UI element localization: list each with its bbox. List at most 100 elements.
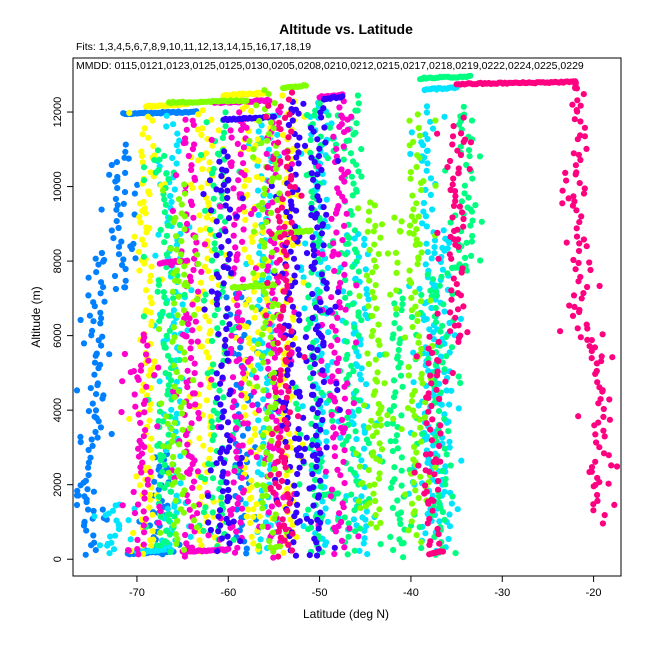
data-point <box>284 282 291 289</box>
y-axis-label: Altitude (m) <box>29 286 43 347</box>
data-point <box>235 442 242 449</box>
data-point <box>162 201 169 208</box>
data-point <box>235 309 242 316</box>
data-point <box>174 130 181 137</box>
data-point <box>415 124 422 132</box>
data-point <box>352 129 359 136</box>
data-point <box>344 551 351 558</box>
data-point <box>286 213 293 221</box>
data-point <box>365 466 372 474</box>
data-point <box>87 385 94 392</box>
data-point <box>102 512 109 519</box>
data-point <box>315 153 322 160</box>
data-point <box>144 476 151 483</box>
data-point <box>267 484 274 492</box>
data-point <box>328 342 335 349</box>
data-point <box>114 185 121 192</box>
data-point <box>184 367 191 374</box>
data-point <box>422 131 429 138</box>
data-point <box>220 394 227 401</box>
data-point <box>303 250 311 257</box>
data-point <box>324 223 331 230</box>
data-point <box>323 285 330 292</box>
data-point <box>346 234 353 241</box>
data-point <box>177 344 184 351</box>
data-point <box>178 201 185 208</box>
data-point <box>167 245 174 252</box>
data-point <box>218 494 225 501</box>
data-point <box>242 216 249 223</box>
data-point <box>281 537 288 544</box>
data-point <box>237 538 244 545</box>
data-point <box>302 82 309 89</box>
data-point <box>460 223 467 230</box>
data-point <box>384 250 391 257</box>
data-point <box>289 521 296 528</box>
data-point <box>427 451 434 458</box>
data-point <box>269 175 276 182</box>
data-point <box>321 124 328 131</box>
data-point <box>217 213 224 220</box>
data-point <box>168 406 175 413</box>
data-point <box>559 200 566 207</box>
data-point <box>398 454 405 461</box>
data-point <box>322 473 329 480</box>
data-point <box>181 291 188 298</box>
data-point <box>211 246 218 253</box>
data-point <box>339 237 346 244</box>
data-point <box>139 387 146 394</box>
data-point <box>286 439 293 446</box>
data-point <box>137 367 144 374</box>
data-point <box>407 150 414 158</box>
data-point <box>377 234 384 241</box>
data-point <box>135 501 142 508</box>
data-point <box>347 466 354 473</box>
data-point <box>262 113 270 120</box>
data-point <box>139 207 146 214</box>
data-point <box>405 372 412 379</box>
data-point <box>239 276 246 283</box>
data-point <box>147 272 154 279</box>
data-point <box>206 384 213 391</box>
data-point <box>419 380 426 387</box>
data-point <box>264 202 271 209</box>
data-point <box>330 248 337 255</box>
data-point <box>283 263 290 270</box>
data-point <box>106 550 113 557</box>
data-point <box>427 191 434 198</box>
data-point <box>208 418 215 425</box>
data-point <box>338 416 346 423</box>
data-point <box>118 238 125 245</box>
data-point <box>460 303 467 310</box>
data-point <box>140 400 148 407</box>
data-point <box>581 133 589 140</box>
data-point <box>378 221 386 228</box>
data-point <box>300 100 307 107</box>
data-point <box>238 169 245 176</box>
data-point <box>108 227 115 234</box>
data-point <box>172 233 180 240</box>
data-point <box>189 390 197 397</box>
data-point <box>393 432 400 439</box>
data-point <box>242 500 249 507</box>
data-point <box>282 464 289 471</box>
data-point <box>186 506 193 513</box>
data-point <box>272 393 279 401</box>
data-point <box>270 554 277 561</box>
data-point <box>573 207 580 214</box>
data-point <box>392 438 399 445</box>
data-point <box>140 508 147 515</box>
data-point <box>266 98 273 105</box>
data-point <box>146 491 154 498</box>
data-point <box>577 156 584 164</box>
data-point <box>337 434 344 441</box>
data-point <box>565 195 572 202</box>
data-point <box>588 464 596 471</box>
data-point <box>465 194 472 201</box>
data-point <box>163 251 170 258</box>
data-point <box>342 306 349 313</box>
data-point <box>469 217 476 224</box>
data-point <box>234 315 241 322</box>
data-point <box>180 546 188 553</box>
data-point <box>270 156 277 163</box>
